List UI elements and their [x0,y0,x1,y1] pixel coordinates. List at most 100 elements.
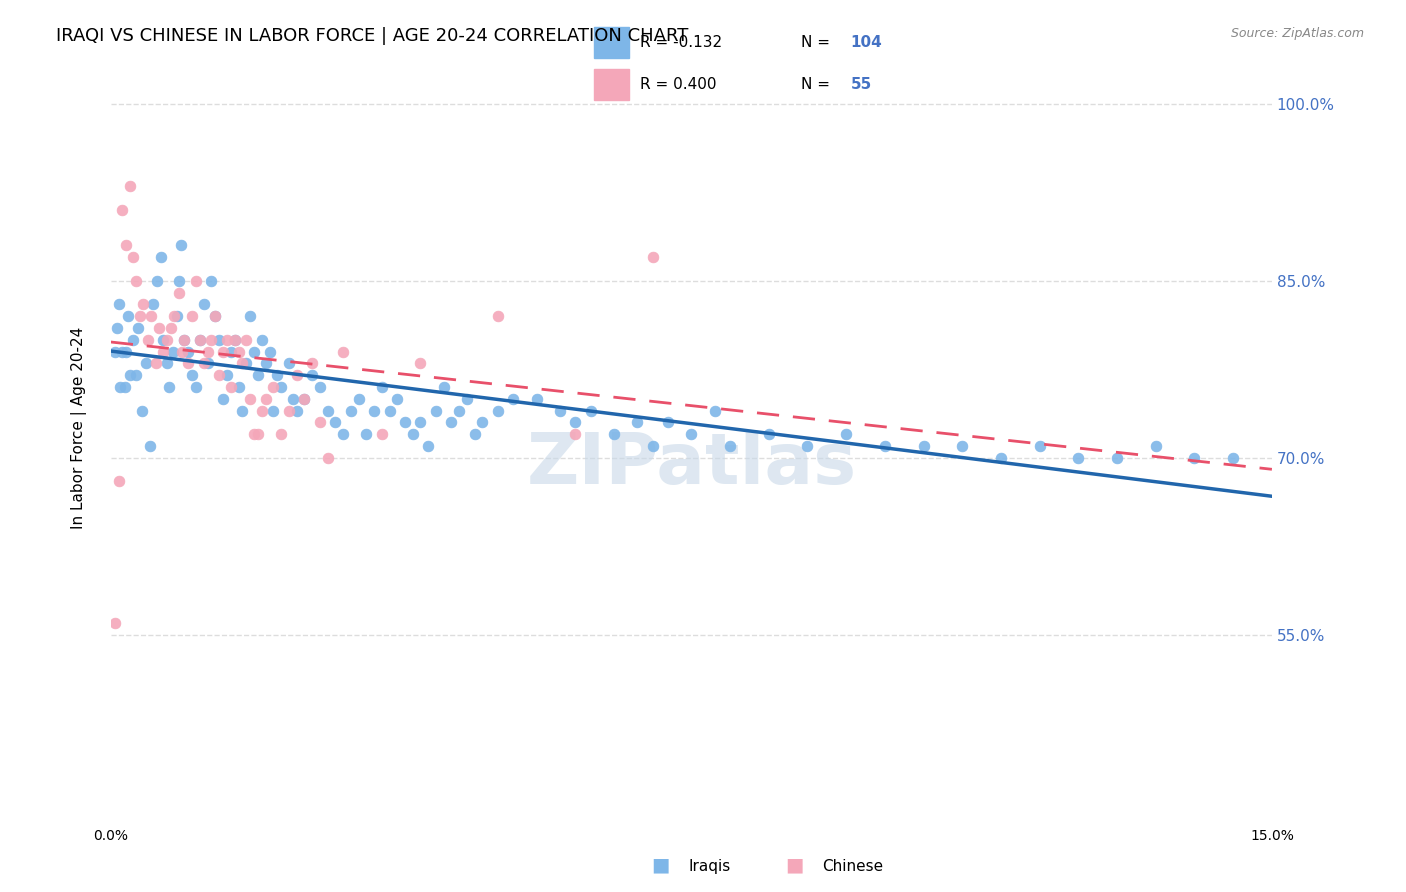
Point [681,427,703,442]
Point [703,403,725,417]
Point [308,415,330,429]
Point [188,333,211,347]
Point [162,344,184,359]
Point [657,415,679,429]
Point [235,333,257,347]
Point [188,333,211,347]
Point [170,344,193,359]
Text: N =: N = [801,36,835,50]
Point [486,309,509,323]
Point [254,356,277,370]
Point [425,403,447,417]
Point [224,333,246,347]
Point [120,368,142,383]
Text: R = -0.132: R = -0.132 [640,36,721,50]
Point [418,439,440,453]
Text: 104: 104 [851,36,883,50]
Point [181,368,204,383]
Point [184,380,207,394]
Point [124,368,146,383]
Point [641,439,664,453]
Point [132,297,155,311]
Point [371,427,394,442]
Point [231,403,253,417]
Point [219,380,242,394]
Text: 15.0%: 15.0% [1250,830,1294,843]
Text: IRAQI VS CHINESE IN LABOR FORCE | AGE 20-24 CORRELATION CHART: IRAQI VS CHINESE IN LABOR FORCE | AGE 20… [56,27,689,45]
Point [246,368,269,383]
Point [626,415,648,429]
Point [316,450,339,465]
Point [127,321,149,335]
Point [208,333,231,347]
Point [212,344,235,359]
Point [160,321,183,335]
Point [1028,439,1050,453]
Point [167,274,190,288]
Point [177,344,200,359]
Point [148,321,170,335]
Point [243,344,266,359]
Point [135,356,157,370]
Point [363,403,385,417]
Point [177,356,200,370]
Point [526,392,548,406]
Point [114,380,136,394]
Point [471,415,494,429]
Point [378,403,401,417]
Text: Source: ZipAtlas.com: Source: ZipAtlas.com [1230,27,1364,40]
Point [1067,450,1090,465]
Point [292,392,315,406]
Point [301,368,323,383]
Point [323,415,346,429]
Point [124,274,146,288]
Point [277,403,299,417]
Point [117,309,139,323]
Point [402,427,425,442]
Point [155,333,177,347]
Point [215,333,238,347]
Point [212,392,235,406]
Point [262,380,284,394]
Point [157,380,180,394]
Text: R = 0.400: R = 0.400 [640,78,716,92]
Point [235,356,257,370]
Point [270,380,292,394]
Point [167,285,190,300]
Point [181,309,204,323]
Point [105,321,128,335]
Point [758,427,780,442]
Point [200,333,222,347]
Point [219,344,242,359]
Point [409,356,432,370]
Point [250,403,273,417]
Point [502,392,524,406]
Point [104,344,127,359]
Y-axis label: In Labor Force | Age 20-24: In Labor Force | Age 20-24 [72,327,87,529]
Text: ZIPatlas: ZIPatlas [526,430,856,499]
Point [308,380,330,394]
Bar [593,27,630,58]
Point [990,450,1012,465]
Point [145,356,167,370]
Point [200,274,222,288]
Point [193,356,215,370]
Point [239,309,262,323]
Point [204,309,226,323]
Point [107,297,129,311]
Point [215,368,238,383]
Point [228,344,250,359]
Point [120,179,142,194]
Point [486,403,509,417]
Point [184,274,207,288]
Point [115,344,138,359]
Point [564,415,586,429]
Point [197,356,219,370]
Point [152,333,174,347]
Point [150,250,173,264]
Point [139,309,162,323]
Point [292,392,315,406]
Point [277,356,299,370]
Point [136,333,159,347]
Point [243,427,266,442]
